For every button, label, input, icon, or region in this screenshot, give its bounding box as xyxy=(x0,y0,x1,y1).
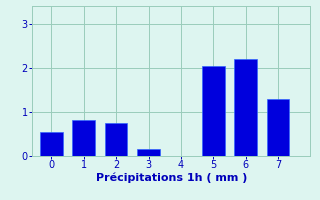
Bar xyxy=(202,66,225,156)
Bar xyxy=(72,120,95,156)
Bar xyxy=(137,149,160,156)
X-axis label: Précipitations 1h ( mm ): Précipitations 1h ( mm ) xyxy=(95,173,247,183)
Bar xyxy=(234,59,257,156)
Bar xyxy=(40,132,63,156)
Bar xyxy=(267,99,289,156)
Bar xyxy=(105,123,127,156)
